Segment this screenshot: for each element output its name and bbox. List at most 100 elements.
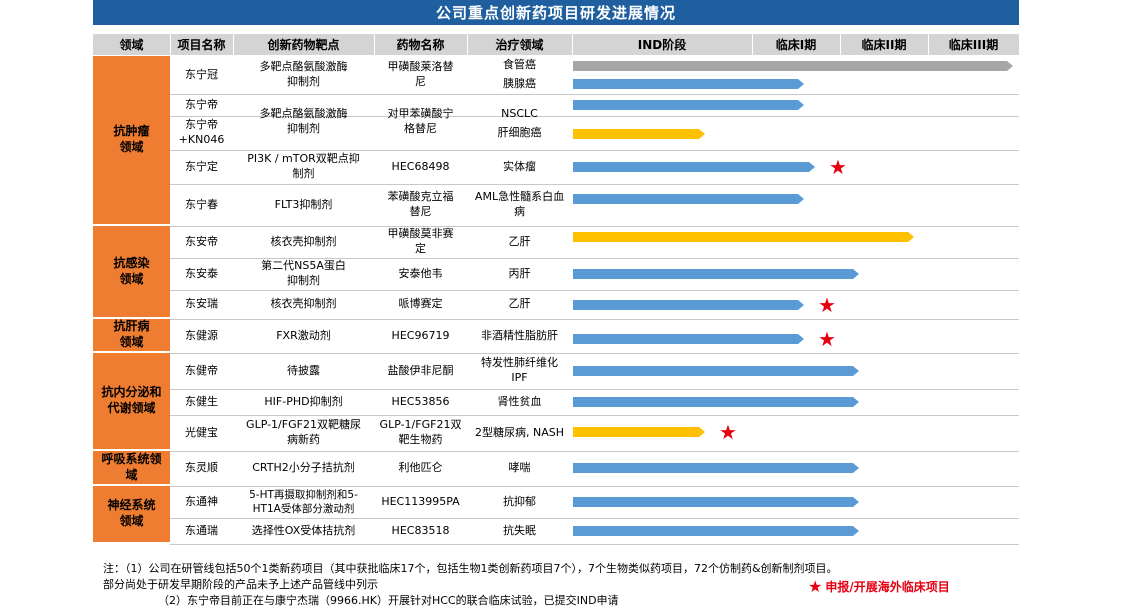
indication: 抗抑郁 <box>503 494 536 508</box>
progress-bar <box>573 300 804 310</box>
drug-target: 5-HT再摄取抑制剂和5- HT1A受体部分激动剂 <box>249 488 358 515</box>
header-domain: 领域 <box>119 38 144 52</box>
domain-respiratory: 呼吸系统领 域 <box>93 451 170 486</box>
domain-label: 抗感染 领域 <box>113 255 150 286</box>
drug-name: 甲磺酸莱洛替 尼 <box>387 60 454 88</box>
progress-bar <box>573 61 1013 71</box>
star-icon: ★ <box>829 155 847 179</box>
indication: NSCLC <box>501 106 538 120</box>
header-phase2: 临床II期 <box>861 38 907 52</box>
drug-target: HIF-PHD抑制剂 <box>264 394 343 408</box>
drug-target: PI3K / mTOR双靶点抑 制剂 <box>247 152 360 180</box>
domain-label: 抗内分泌和 代谢领域 <box>101 385 162 415</box>
progress-bar <box>573 232 914 242</box>
indication: 非酒精性脂肪肝 <box>481 328 558 342</box>
drug-name: HEC96719 <box>391 328 450 342</box>
drug-name: 安泰他韦 <box>398 266 443 280</box>
drug-target: 多靶点酪氨酸激酶 抑制剂 <box>259 60 348 88</box>
domain-oncology: 抗肿瘤 领域 <box>93 56 170 226</box>
project-name: 东灵顺 <box>185 461 218 475</box>
progress-bar <box>573 194 804 204</box>
progress-bar <box>573 79 804 89</box>
header-ind: IND阶段 <box>637 38 687 52</box>
domain-anti-infection: 抗感染 领域 <box>93 226 170 319</box>
drug-name: HEC68498 <box>391 159 450 173</box>
drug-target: 核衣壳抑制剂 <box>270 234 337 248</box>
drug-name: 哌博赛定 <box>398 297 443 311</box>
star-icon: ★ <box>818 293 836 317</box>
indication: 2型糖尿病, NASH <box>475 425 564 439</box>
project-name: 东健帝 <box>185 363 218 377</box>
progress-bar <box>573 334 804 344</box>
drug-name: 苯磺酸克立福 替尼 <box>387 190 454 218</box>
drug-name: HEC53856 <box>391 394 450 408</box>
project-name: 东宁冠 <box>185 67 218 81</box>
progress-bar <box>573 526 859 536</box>
drug-target: 待披露 <box>287 363 320 377</box>
legend: ★ 申报/开展海外临床项目 <box>808 577 950 596</box>
progress-bar <box>573 129 705 139</box>
project-name: 东健源 <box>185 328 218 342</box>
progress-bar <box>573 162 815 172</box>
drug-name: 甲磺酸莫非赛 定 <box>387 227 454 255</box>
header-phase1: 临床I期 <box>775 38 817 52</box>
indication: AML急性髓系白血 病 <box>474 190 565 218</box>
progress-bar <box>573 366 859 376</box>
project-name: 东安泰 <box>185 266 218 280</box>
project-name: 东安瑞 <box>185 297 218 311</box>
drug-name: 对甲苯磺酸宁 格替尼 <box>387 107 454 135</box>
star-icon: ★ <box>719 420 737 444</box>
project-name: 东健生 <box>185 394 218 408</box>
indication: 乙肝 <box>508 297 531 311</box>
domain-label: 抗肝病 领域 <box>113 319 150 349</box>
drug-name: 利他匹仑 <box>398 461 443 475</box>
indication: 丙肝 <box>508 266 531 280</box>
indication: 特发性肺纤维化 IPF <box>481 356 558 384</box>
header-drug: 药物名称 <box>396 38 445 52</box>
note-line-3: （2）东宁帝目前正在与康宁杰瑞（9966.HK）开展针对HCC的联合临床试验，已… <box>158 594 619 607</box>
project-name: 东宁春 <box>185 197 218 211</box>
header-phase3: 临床III期 <box>948 38 999 52</box>
drug-name: HEC113995PA <box>381 494 460 508</box>
star-icon: ★ <box>818 327 836 351</box>
progress-bar <box>573 427 705 437</box>
page-title: 公司重点创新药项目研发进展情况 <box>93 0 1019 25</box>
drug-target: 核衣壳抑制剂 <box>270 297 337 311</box>
drug-target: 选择性OX受体拮抗剂 <box>251 523 356 537</box>
table-header: 领域 项目名称 创新药物靶点 药物名称 治疗领域 IND阶段 临床I期 临床II… <box>93 34 1019 55</box>
domain-label: 神经系统 领域 <box>107 498 156 528</box>
project-name: 东通瑞 <box>185 523 218 537</box>
drug-target: FXR激动剂 <box>276 328 331 342</box>
drug-target: 多靶点酪氨酸激酶 抑制剂 <box>259 107 348 135</box>
star-icon: ★ <box>808 577 823 596</box>
note-line-2: 部分尚处于研发早期阶段的产品未予上述产品管线中列示 <box>103 578 378 591</box>
drug-target: FLT3抑制剂 <box>274 197 333 211</box>
legend-label: 申报/开展海外临床项目 <box>825 580 950 594</box>
project-name: 东宁定 <box>185 159 218 173</box>
progress-bar <box>573 269 859 279</box>
project-name: 东安帝 <box>185 234 218 248</box>
project-name: 东通神 <box>185 494 218 508</box>
header-indication: 治疗领域 <box>495 38 544 52</box>
drug-target: GLP-1/FGF21双靶糖尿 病新药 <box>246 418 361 446</box>
project-name: 东宁帝 +KN046 <box>178 118 225 146</box>
indication: 实体瘤 <box>503 159 536 173</box>
indication: 胰腺癌 <box>503 77 536 91</box>
indication: 肾性贫血 <box>497 394 542 408</box>
drug-name: 盐酸伊非尼酮 <box>387 363 454 377</box>
domain-liver: 抗肝病 领域 <box>93 319 170 353</box>
drug-target: CRTH2小分子拮抗剂 <box>252 461 355 475</box>
indication: 食管癌 <box>503 58 536 72</box>
indication: 哮喘 <box>508 461 531 475</box>
header-project: 项目名称 <box>177 38 226 52</box>
drug-name: GLP-1/FGF21双 靶生物药 <box>379 418 462 446</box>
indication: 肝细胞癌 <box>497 125 542 139</box>
footnotes: 注：（1）公司在研管线包括50个1类新药项目（其中获批临床17个，包括生物1类创… <box>103 561 838 609</box>
progress-bar <box>573 397 859 407</box>
project-name: 东宁帝 <box>185 97 218 111</box>
domain-endocrine: 抗内分泌和 代谢领域 <box>93 353 170 451</box>
domain-label: 呼吸系统领 域 <box>101 451 162 482</box>
drug-name: HEC83518 <box>391 523 450 537</box>
indication: 抗失眠 <box>503 523 536 537</box>
